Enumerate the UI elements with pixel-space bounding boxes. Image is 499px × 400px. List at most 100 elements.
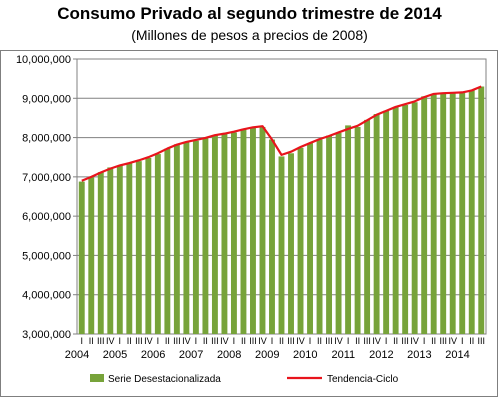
- bar: [88, 177, 95, 334]
- quarter-label: III: [439, 336, 447, 346]
- quarter-label: IV: [182, 336, 191, 346]
- bar: [259, 126, 266, 334]
- bar: [154, 154, 161, 334]
- trend-line-group: [81, 85, 482, 182]
- bar: [278, 156, 285, 334]
- quarter-label: III: [401, 336, 409, 346]
- bar: [354, 126, 361, 334]
- bar: [192, 140, 199, 334]
- bar: [345, 125, 352, 335]
- quarter-label: I: [423, 336, 426, 346]
- y-tick-label: 6,000,000: [22, 211, 71, 223]
- bar: [440, 93, 447, 334]
- quarter-label: IV: [220, 336, 229, 346]
- quarter-label: III: [135, 336, 143, 346]
- quarter-label: III: [173, 336, 181, 346]
- quarter-label: IV: [410, 336, 419, 346]
- quarter-label: II: [279, 336, 284, 346]
- bar: [183, 142, 190, 334]
- quarter-label: I: [347, 336, 350, 346]
- bar: [449, 92, 456, 335]
- x-axis: I II III IV I II III IV I II III IV I II III IV I II III IV…: [65, 336, 485, 361]
- bar: [307, 143, 313, 334]
- quarter-label: III: [249, 336, 257, 346]
- chart-border: [0, 50, 498, 397]
- bar: [230, 132, 237, 334]
- quarter-label: III: [97, 336, 105, 346]
- quarter-label: IV: [334, 336, 343, 346]
- quarter-label: I: [233, 336, 236, 346]
- chart-subtitle: (Millones de pesos a precios de 2008): [131, 27, 368, 43]
- quarter-label: III: [211, 336, 219, 346]
- year-label: 2006: [141, 349, 165, 361]
- bar: [126, 163, 133, 334]
- bar: [373, 114, 380, 334]
- quarter-label: II: [431, 336, 436, 346]
- bar: [478, 86, 485, 334]
- quarter-label: II: [127, 336, 132, 346]
- bar: [383, 110, 390, 334]
- bar: [392, 106, 399, 334]
- quarter-label: I: [461, 336, 464, 346]
- bar: [269, 139, 275, 334]
- bar: [202, 137, 209, 334]
- year-label: 2004: [65, 349, 89, 361]
- quarter-label: I: [80, 336, 83, 346]
- year-label: 2012: [369, 349, 393, 361]
- bar: [240, 128, 247, 334]
- bar: [364, 119, 371, 335]
- quarter-label: III: [477, 336, 485, 346]
- bar: [78, 181, 85, 334]
- legend-label-trend: Tendencia-Ciclo: [327, 374, 399, 385]
- y-tick-label: 4,000,000: [22, 290, 71, 302]
- quarter-label: III: [287, 336, 295, 346]
- y-tick-label: 8,000,000: [22, 133, 71, 145]
- bar: [250, 127, 256, 334]
- trend-line: [81, 85, 482, 182]
- bar: [135, 161, 142, 334]
- bar: [459, 92, 466, 335]
- quarter-label: II: [393, 336, 398, 346]
- y-tick-label: 3,000,000: [22, 329, 71, 341]
- y-tick-label: 5,000,000: [22, 250, 71, 262]
- bar: [164, 148, 171, 334]
- quarter-label: II: [317, 336, 322, 346]
- bar: [116, 165, 123, 334]
- y-axis: 3,000,000 4,000,000 5,000,000 6,000,000 7,00…: [16, 54, 77, 341]
- bar: [288, 153, 294, 334]
- bars-group: [78, 86, 485, 335]
- bar: [145, 158, 152, 334]
- year-label: 2013: [407, 349, 431, 361]
- bar: [211, 135, 218, 334]
- bar: [402, 104, 409, 334]
- bar: [297, 147, 304, 334]
- quarter-label: II: [89, 336, 94, 346]
- y-tick-label: 10,000,000: [16, 54, 71, 66]
- legend: Serie Desestacionalizada Tendencia-Ciclo: [90, 374, 399, 385]
- year-label: 2014: [445, 349, 469, 361]
- quarter-label: I: [157, 336, 160, 346]
- bar: [468, 90, 475, 334]
- bar: [411, 102, 418, 334]
- quarter-label: I: [271, 336, 274, 346]
- year-label: 2008: [217, 349, 241, 361]
- bar: [221, 133, 228, 334]
- quarter-label: III: [363, 336, 371, 346]
- legend-swatch-bars: [90, 374, 104, 382]
- bar: [173, 144, 180, 334]
- chart-title: Consumo Privado al segundo trimestre de …: [57, 4, 442, 23]
- bar: [316, 139, 323, 334]
- quarter-label: IV: [448, 336, 457, 346]
- bar: [326, 135, 333, 334]
- bar: [335, 132, 342, 334]
- quarter-label: IV: [106, 336, 115, 346]
- quarter-label: I: [385, 336, 388, 346]
- year-label: 2005: [103, 349, 127, 361]
- bar: [107, 167, 114, 334]
- quarter-label: II: [241, 336, 246, 346]
- year-label: 2010: [293, 349, 317, 361]
- quarter-label: I: [119, 336, 122, 346]
- bar: [97, 172, 104, 334]
